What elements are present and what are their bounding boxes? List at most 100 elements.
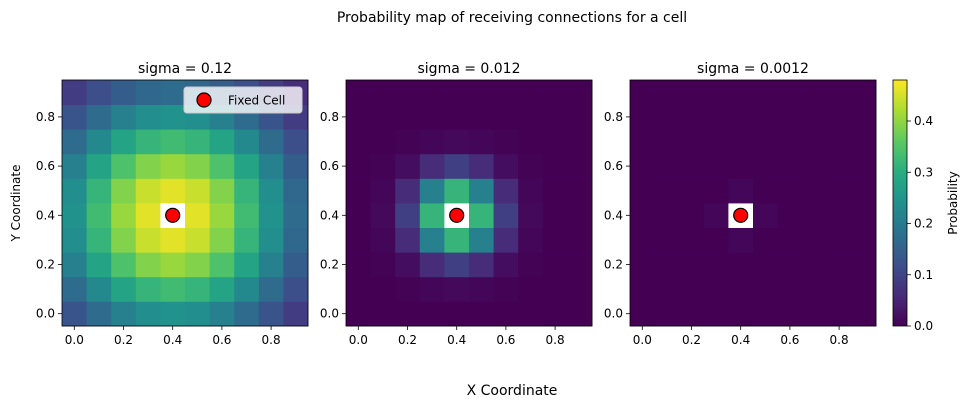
colorbar-tick-label: 0.4 [914, 114, 933, 128]
x-tick-label: 0.4 [163, 333, 182, 347]
heatmap-cell [802, 80, 828, 105]
heatmap-cell [567, 252, 593, 278]
heatmap-cell [728, 104, 754, 130]
heatmap-cell [86, 203, 112, 228]
heatmap-cell [703, 203, 729, 228]
heatmap-cell [370, 301, 396, 327]
heatmap-cell [86, 104, 112, 130]
heatmap-cell [777, 178, 803, 204]
figure-suptitle: Probability map of receiving connections… [337, 10, 687, 26]
heatmap-cell [802, 301, 828, 327]
heatmap-cell [370, 227, 396, 253]
y-tick-label: 0.0 [320, 307, 339, 321]
heatmap-cell [493, 276, 519, 302]
heatmap-cell [567, 178, 593, 204]
heatmap-cell [111, 301, 137, 327]
heatmap-cell [258, 252, 284, 278]
heatmap-cell [395, 252, 421, 278]
heatmap-cell [258, 227, 284, 253]
heatmap-cell [802, 252, 828, 278]
heatmap-cell [370, 80, 396, 105]
legend-label: Fixed Cell [228, 94, 285, 108]
heatmap-cell [209, 129, 235, 155]
heatmap-cell [283, 129, 309, 155]
heatmap-cell [567, 153, 593, 179]
y-tick-label: 0.0 [36, 307, 55, 321]
heatmap-cell [567, 301, 593, 327]
heatmap-cell [283, 301, 309, 327]
heatmap-cell [185, 129, 210, 155]
heatmap-cell [851, 104, 877, 130]
heatmap-cell [185, 227, 210, 253]
heatmap-cell [826, 129, 852, 155]
heatmap-cell [654, 227, 680, 253]
heatmap-cell [679, 129, 705, 155]
heatmap-cell [518, 252, 544, 278]
heatmap-cell [135, 203, 161, 228]
axes-frame [629, 79, 877, 327]
heatmap-cell [679, 80, 705, 105]
subplot-2-title: sigma = 0.012 [418, 61, 521, 77]
heatmap-cell [444, 227, 470, 253]
heatmap-cell [703, 301, 729, 327]
subplot-1: sigma = 0.12 Y Coordinate 0.0 0.2 0.4 0.6 0.… [9, 61, 309, 347]
heatmap-cell [518, 276, 544, 302]
heatmap-cell [802, 276, 828, 302]
heatmap-cell [518, 129, 544, 155]
heatmap-cell [62, 276, 87, 302]
heatmap-cell [185, 252, 210, 278]
y-tick-label: 0.4 [604, 208, 623, 222]
heatmap-cell [234, 153, 260, 179]
heatmap-cell [469, 80, 494, 105]
heatmap-cell [135, 129, 161, 155]
heatmap-cell [62, 227, 87, 253]
subplot-3-plot-area: 0.0 0.2 0.4 0.6 0.8 0.0 0.2 0.4 0.6 0.8 [604, 79, 877, 347]
heatmap-cell [802, 227, 828, 253]
heatmap-cell [234, 252, 260, 278]
heatmap-cell [753, 178, 778, 204]
heatmap-cell [111, 227, 137, 253]
heatmap-cell [802, 153, 828, 179]
heatmap-cell [826, 301, 852, 327]
heatmap-cell [283, 276, 309, 302]
heatmap-cell [111, 80, 137, 105]
heatmap-cell [160, 252, 186, 278]
heatmap-cell [567, 203, 593, 228]
heatmap-cell [728, 178, 754, 204]
heatmap-cell [493, 301, 519, 327]
heatmap-cell [851, 203, 877, 228]
heatmap-cell [518, 104, 544, 130]
y-tick-label: 0.6 [320, 159, 339, 173]
heatmap-cell [209, 178, 235, 204]
y-tick-label: 0.0 [604, 307, 623, 321]
heatmap-cell [728, 80, 754, 105]
heatmap-cell [444, 153, 470, 179]
heatmap-cell [370, 153, 396, 179]
heatmap-cell [753, 276, 778, 302]
fixed-cell-marker [449, 207, 465, 223]
heatmap-cell [518, 80, 544, 105]
heatmap-cell [826, 178, 852, 204]
axes-frame [345, 79, 593, 327]
heatmap-cell [111, 153, 137, 179]
x-tick-label: 0.0 [65, 333, 84, 347]
heatmap-cell [395, 153, 421, 179]
heatmap-cell [395, 301, 421, 327]
heatmap-cell [703, 129, 729, 155]
heatmap-cell [469, 301, 494, 327]
heatmap-cell [679, 301, 705, 327]
heatmap-cell [826, 203, 852, 228]
heatmap-cell [370, 276, 396, 302]
heatmap-cell [258, 178, 284, 204]
heatmap-cell [346, 203, 371, 228]
heatmap-cell [444, 80, 470, 105]
heatmap-cell [469, 276, 494, 302]
heatmap-cell [802, 104, 828, 130]
heatmap-cell [654, 104, 680, 130]
heatmap-cell [258, 301, 284, 327]
heatmap-cell [542, 301, 568, 327]
heatmap-cell [777, 80, 803, 105]
heatmap-cell [395, 129, 421, 155]
colorbar: 0.0 0.1 0.2 0.3 0.4 Probability [892, 79, 960, 333]
